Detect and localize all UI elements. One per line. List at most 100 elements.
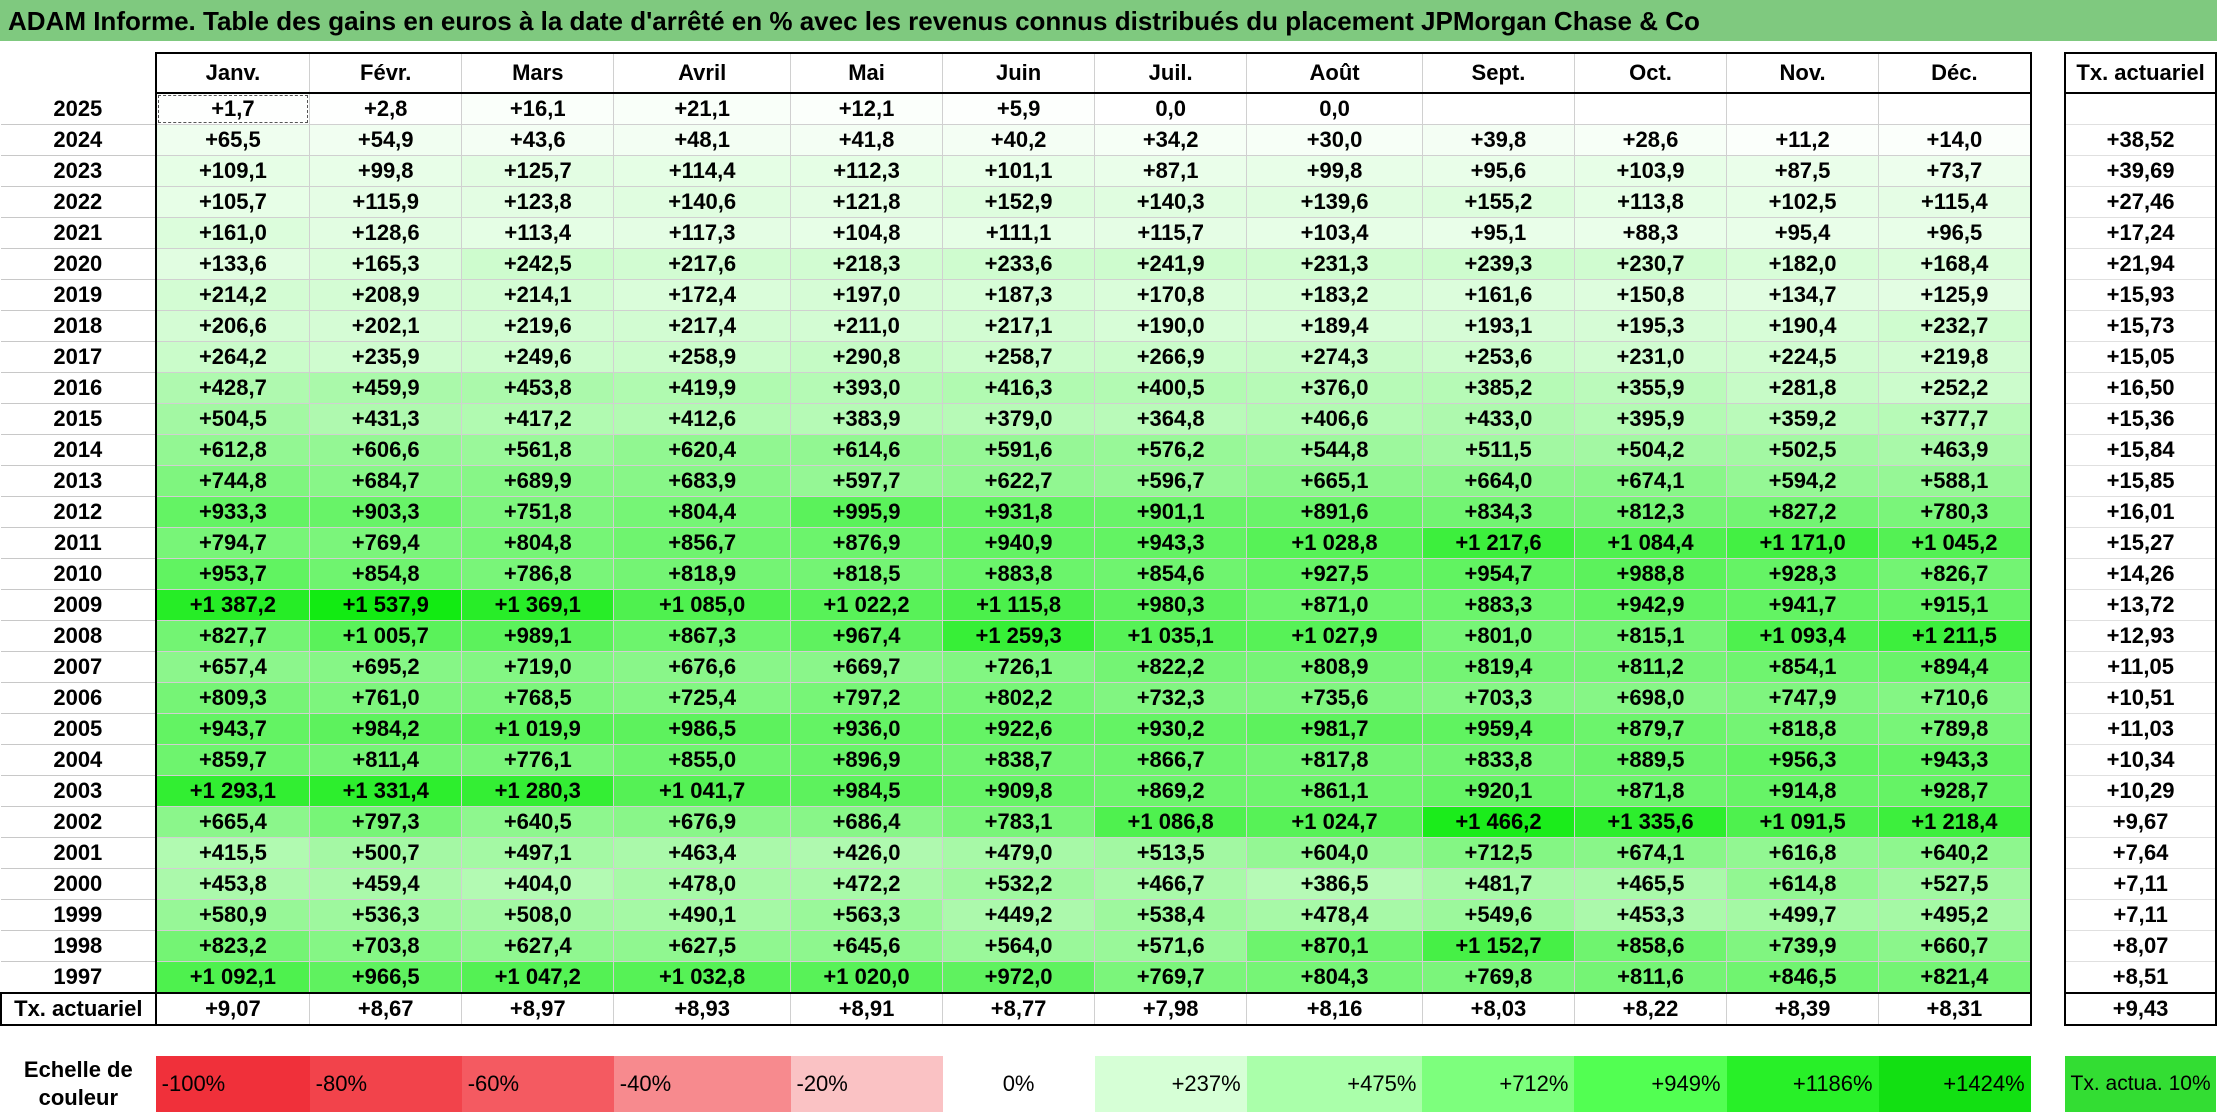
gain-cell: +161,0 — [154, 217, 311, 249]
gain-cell: +1 280,3 — [461, 775, 615, 807]
gain-cell: +794,7 — [154, 527, 311, 559]
gain-cell: +125,9 — [1878, 279, 2032, 311]
table-row: 2003 +1 293,1 +1 331,4 +1 280,3 +1 041,7 +984… — [1, 775, 2217, 807]
gain-cell: +208,9 — [309, 279, 463, 311]
gain-cell: +1 024,7 — [1246, 806, 1423, 838]
gain-cell: +99,8 — [309, 155, 463, 187]
gain-cell: +95,6 — [1422, 155, 1575, 187]
gain-cell: +252,2 — [1878, 372, 2032, 404]
gain-cell: +783,1 — [942, 806, 1096, 838]
gain-cell: +16,1 — [461, 93, 615, 125]
gain-cell: +463,4 — [613, 837, 791, 869]
month-header: Janv. — [154, 52, 310, 94]
gain-cell: +956,3 — [1726, 744, 1880, 776]
gain-cell: +823,2 — [154, 930, 311, 962]
gain-cell: +1 217,6 — [1422, 527, 1575, 559]
year-label: 2022 — [1, 186, 156, 218]
gain-cell: +660,7 — [1878, 930, 2032, 962]
gain-cell: +233,6 — [942, 248, 1096, 280]
gain-cell: +14,0 — [1878, 124, 2032, 156]
gain-cell — [1878, 93, 2032, 125]
gain-cell: +34,2 — [1094, 124, 1248, 156]
gain-cell: +1 335,6 — [1574, 806, 1728, 838]
gain-cell: +966,5 — [309, 961, 463, 994]
gain-cell: +1 091,5 — [1726, 806, 1880, 838]
gain-cell: +627,5 — [613, 930, 791, 962]
gain-cell: +751,8 — [461, 496, 615, 528]
gain-cell: +739,9 — [1726, 930, 1880, 962]
gain-cell: +943,7 — [154, 713, 311, 745]
table-row: 2025 +1,7 +2,8 +16,1 +21,1 +12,1 +5,9 0,0 0,0 — [1, 93, 2217, 125]
footer-tx-cell: +8,77 — [942, 992, 1096, 1026]
table-row: 2009 +1 387,2 +1 537,9 +1 369,1 +1 085,0 +1 0… — [1, 589, 2217, 621]
gain-cell: +981,7 — [1246, 713, 1423, 745]
legend-swatch: +712% — [1422, 1056, 1575, 1112]
table-row: 2022 +105,7 +115,9 +123,8 +140,6 +121,8 +152,9… — [1, 186, 2217, 218]
gain-cell: +230,7 — [1574, 248, 1728, 280]
gain-cell: +195,3 — [1574, 310, 1728, 342]
gain-cell: +105,7 — [154, 186, 311, 218]
gain-cell: +502,5 — [1726, 434, 1880, 466]
gain-cell: +125,7 — [461, 155, 615, 187]
gain-cell: +686,4 — [790, 806, 944, 838]
gain-cell: +113,4 — [461, 217, 615, 249]
gain-cell: +102,5 — [1726, 186, 1880, 218]
gain-cell: +780,3 — [1878, 496, 2032, 528]
gain-cell: +527,5 — [1878, 868, 2032, 900]
gain-cell: +466,7 — [1094, 868, 1248, 900]
gain-cell: +826,7 — [1878, 558, 2032, 590]
gain-cell: +943,3 — [1878, 744, 2032, 776]
tx-actuariel-cell: +8,51 — [2064, 961, 2217, 994]
gain-cell: +219,8 — [1878, 341, 2032, 373]
table-row: 2020 +133,6 +165,3 +242,5 +217,6 +218,3 +233,6… — [1, 248, 2217, 280]
gain-cell: +903,3 — [309, 496, 463, 528]
table-row: 2021 +161,0 +128,6 +113,4 +117,3 +104,8 +111,1… — [1, 217, 2217, 249]
title-bar: ADAM Informe. Table des gains en euros à… — [0, 0, 2217, 41]
gain-cell: +818,8 — [1726, 713, 1880, 745]
gain-cell: +809,3 — [154, 682, 311, 714]
gain-cell: +789,8 — [1878, 713, 2032, 745]
gain-cell: +871,8 — [1574, 775, 1728, 807]
gain-cell: +453,8 — [154, 868, 311, 900]
gain-cell: +576,2 — [1094, 434, 1248, 466]
year-label: 2018 — [1, 310, 156, 342]
year-label: 2010 — [1, 558, 156, 590]
gain-cell: +1 086,8 — [1094, 806, 1248, 838]
gain-cell: +419,9 — [613, 372, 791, 404]
gain-cell: +703,3 — [1422, 682, 1575, 714]
gain-cell: +155,2 — [1422, 186, 1575, 218]
gain-cell: +684,7 — [309, 465, 463, 497]
gain-cell: +622,7 — [942, 465, 1096, 497]
gain-cell: +103,4 — [1246, 217, 1423, 249]
gains-table: Janv. Févr. Mars Avril Mai Juin Juil. Ao… — [0, 52, 2217, 1112]
gain-cell: +39,8 — [1422, 124, 1575, 156]
gain-cell: +1 171,0 — [1726, 527, 1880, 559]
gain-cell: +1 331,4 — [309, 775, 463, 807]
gain-cell: +986,5 — [613, 713, 791, 745]
gain-cell: +290,8 — [790, 341, 944, 373]
gain-cell: +859,7 — [154, 744, 311, 776]
table-row: 1998 +823,2 +703,8 +627,4 +627,5 +645,6 +564,0… — [1, 930, 2217, 962]
gain-cell: +846,5 — [1726, 961, 1880, 994]
gain-cell: +827,7 — [154, 620, 311, 652]
gain-cell: +928,7 — [1878, 775, 2032, 807]
gain-cell: +187,3 — [942, 279, 1096, 311]
legend-swatch: +949% — [1574, 1056, 1727, 1112]
gain-cell: +364,8 — [1094, 403, 1248, 435]
gain-cell: +415,5 — [154, 837, 311, 869]
footer-tx-cell: +8,67 — [309, 992, 463, 1026]
gain-cell: +597,7 — [790, 465, 944, 497]
tx-actuariel-cell: +21,94 — [2064, 248, 2217, 280]
gain-cell: +30,0 — [1246, 124, 1423, 156]
footer-tx-cell: +8,22 — [1574, 992, 1728, 1026]
gain-cell: +1 005,7 — [309, 620, 463, 652]
gain-cell: +941,7 — [1726, 589, 1880, 621]
gain-cell: +710,6 — [1878, 682, 2032, 714]
tx-actuariel-cell: +10,29 — [2064, 775, 2217, 807]
header-corner — [1, 53, 156, 93]
gain-cell: +549,6 — [1422, 899, 1575, 931]
gain-cell: +563,3 — [790, 899, 944, 931]
gain-cell: +472,2 — [790, 868, 944, 900]
gain-cell: +1 387,2 — [154, 589, 311, 621]
gain-cell: +101,1 — [942, 155, 1096, 187]
